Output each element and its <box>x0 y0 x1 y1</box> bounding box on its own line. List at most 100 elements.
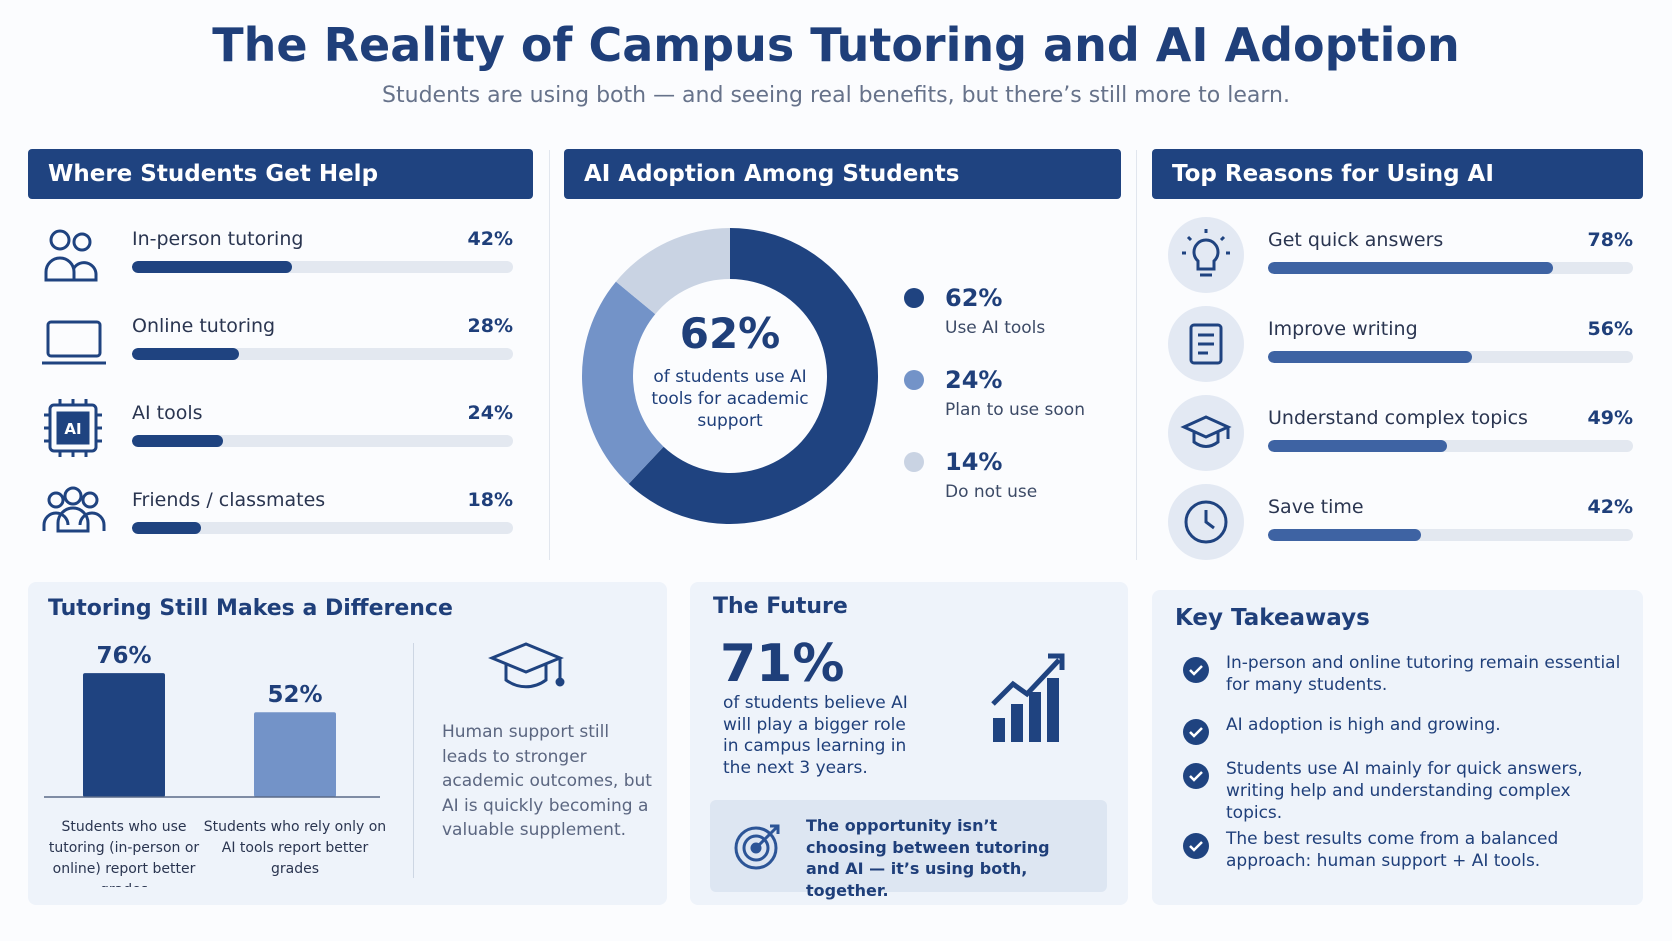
bar-value-label: 49% <box>1587 407 1633 429</box>
legend-dot <box>904 370 924 390</box>
bar-label: Improve writing <box>1268 318 1418 340</box>
takeaway-text: Students use AI mainly for quick answers… <box>1226 759 1583 823</box>
icon-part <box>44 256 98 282</box>
icon-part <box>991 658 1061 706</box>
icon-part <box>1048 653 1065 670</box>
bar <box>1268 529 1422 541</box>
bar <box>132 435 224 447</box>
bar-track <box>132 435 513 447</box>
bar <box>132 522 201 534</box>
bar <box>1268 351 1473 363</box>
page-title: The Reality of Campus Tutoring and AI Ad… <box>212 18 1460 72</box>
check-circle <box>1183 657 1209 683</box>
icon-part <box>1029 692 1041 742</box>
check-icon <box>1183 657 1209 683</box>
icon-part <box>1182 229 1230 277</box>
donut-chart: 62% Use AI tools 24% Plan to use soon 14% Do … <box>582 228 1085 524</box>
icon-part <box>1168 217 1244 293</box>
check-circle <box>1183 719 1209 745</box>
icon-part <box>1180 415 1232 448</box>
bar-label: Online tutoring <box>132 315 276 337</box>
bar-track <box>132 348 513 360</box>
bar-label: Save time <box>1268 496 1364 518</box>
bar-value-label: 42% <box>1587 496 1633 518</box>
bar-value-label: 18% <box>467 489 513 511</box>
divider <box>1136 150 1137 560</box>
check-icon <box>1183 833 1209 859</box>
icon-part <box>1198 333 1214 355</box>
icon-part <box>734 826 778 870</box>
bar-value-label: 76% <box>96 643 151 669</box>
check-circle <box>1183 763 1209 789</box>
card-title: The Future <box>713 594 848 619</box>
note: Human support still leads to stronger ac… <box>442 722 652 840</box>
bar-track <box>132 261 513 273</box>
category-label: Students who use tutoring (in-person or … <box>49 819 199 887</box>
card-title: Key Takeaways <box>1175 605 1370 631</box>
icon-part <box>63 486 83 506</box>
takeaway-text: In-person and online tutoring remain ess… <box>1226 653 1621 695</box>
legend-label: Use AI tools <box>945 318 1045 338</box>
icon-part <box>49 229 71 251</box>
bar-label: AI tools <box>132 402 203 424</box>
icon-part <box>488 642 564 689</box>
callout-text: The opportunity isn’t choosing between t… <box>806 816 1050 900</box>
icon-part <box>1204 510 1215 530</box>
bar-label: Understand complex topics <box>1268 407 1528 429</box>
bar-track <box>132 522 513 534</box>
icon-part <box>44 399 102 457</box>
bar <box>132 261 293 273</box>
bar-value-label: 56% <box>1587 318 1633 340</box>
donut-center-value: 62% <box>680 309 781 358</box>
icon-part <box>754 824 780 850</box>
check-circle <box>1183 833 1209 859</box>
divider <box>413 643 414 878</box>
bar-track <box>1268 351 1633 363</box>
icon-part: AI <box>64 420 81 438</box>
bar <box>254 712 336 797</box>
bar <box>132 348 239 360</box>
bar-label: Friends / classmates <box>132 489 326 511</box>
icon-part <box>1047 678 1059 742</box>
legend-dot <box>904 288 924 308</box>
donut-segment <box>582 281 664 484</box>
icon-part <box>993 718 1005 742</box>
check-icon <box>1183 763 1209 789</box>
bar-value-label: 52% <box>267 682 322 708</box>
future-text: of students believe AI will play a bigge… <box>723 693 908 778</box>
legend-dot <box>904 452 924 472</box>
check-icon <box>1183 719 1209 745</box>
card-title: Tutoring Still Makes a Difference <box>48 596 453 621</box>
future-stat: 71% <box>720 634 845 694</box>
bar-track <box>1268 529 1633 541</box>
bar-value-label: 24% <box>467 402 513 424</box>
page-subtitle: Students are using both — and seeing rea… <box>382 83 1290 108</box>
icons: AI <box>42 229 106 533</box>
category-label: Students who rely only on AI tools repor… <box>204 819 386 877</box>
bar-track <box>1268 440 1633 452</box>
legend-label: Plan to use soon <box>945 400 1085 420</box>
card-header: Where Students Get Help <box>28 149 533 199</box>
check-mark <box>1189 727 1203 738</box>
center-text: of students use AI tools for academic su… <box>651 367 809 431</box>
takeaway-text: The best results come from a balanced ap… <box>1226 829 1559 871</box>
donut-segment <box>615 228 730 315</box>
takeaway-text: AI adoption is high and growing. <box>1226 715 1501 735</box>
bar <box>1268 440 1447 452</box>
icon-part <box>1011 704 1023 742</box>
divider <box>549 150 550 560</box>
icon-part <box>1168 395 1244 471</box>
check-mark <box>1189 771 1203 782</box>
icon-part <box>81 491 99 509</box>
icons <box>1168 217 1244 560</box>
icon-part <box>72 232 92 252</box>
bar-value-label: 42% <box>467 228 513 250</box>
donut-segment <box>628 228 878 524</box>
legend-value: 62% <box>945 284 1002 312</box>
bar-value-label: 28% <box>467 315 513 337</box>
growth-icon <box>991 653 1065 742</box>
check-mark <box>1189 841 1203 852</box>
card-header: Top Reasons for Using AI <box>1152 149 1643 199</box>
bar-chart: 76% Students who use tutoring (in-person … <box>44 643 386 887</box>
